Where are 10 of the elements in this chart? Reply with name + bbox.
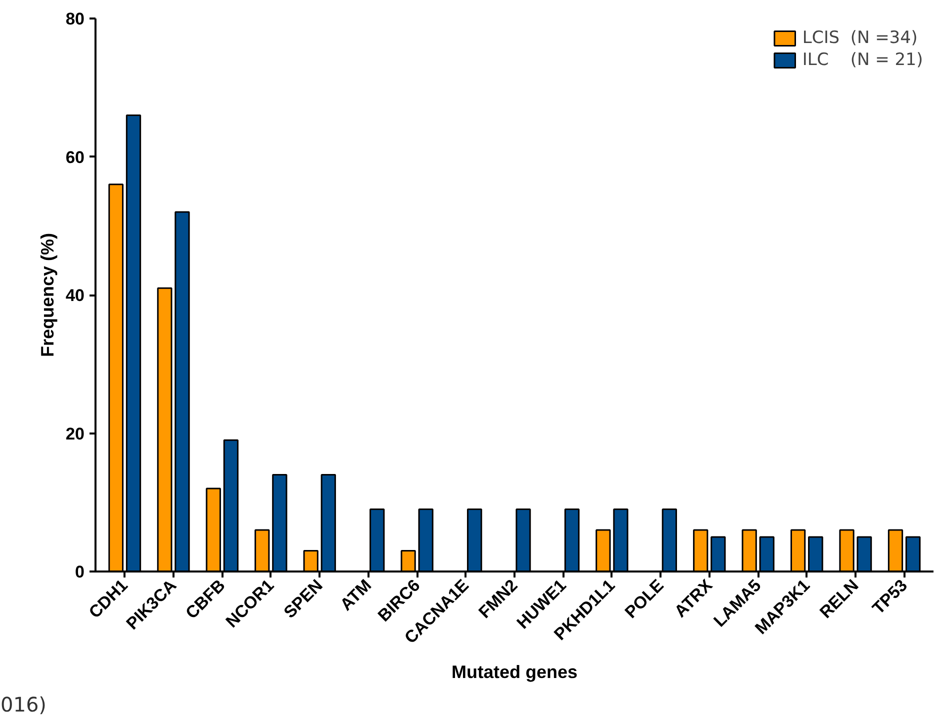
y-tick-label: 60	[66, 148, 85, 167]
legend-label: ILC (N = 21)	[802, 50, 923, 70]
legend-label: LCIS (N =34)	[802, 28, 918, 48]
x-axis-title: Mutated genes	[451, 662, 578, 682]
text: 016)	[0, 692, 46, 716]
y-tick-label: 80	[66, 10, 85, 28]
y-tick-label: 0	[75, 562, 85, 582]
y-tick-label: 40	[66, 286, 85, 305]
y-axis-title: Frequency (%)	[38, 232, 58, 358]
y-tick-label: 20	[66, 424, 85, 444]
